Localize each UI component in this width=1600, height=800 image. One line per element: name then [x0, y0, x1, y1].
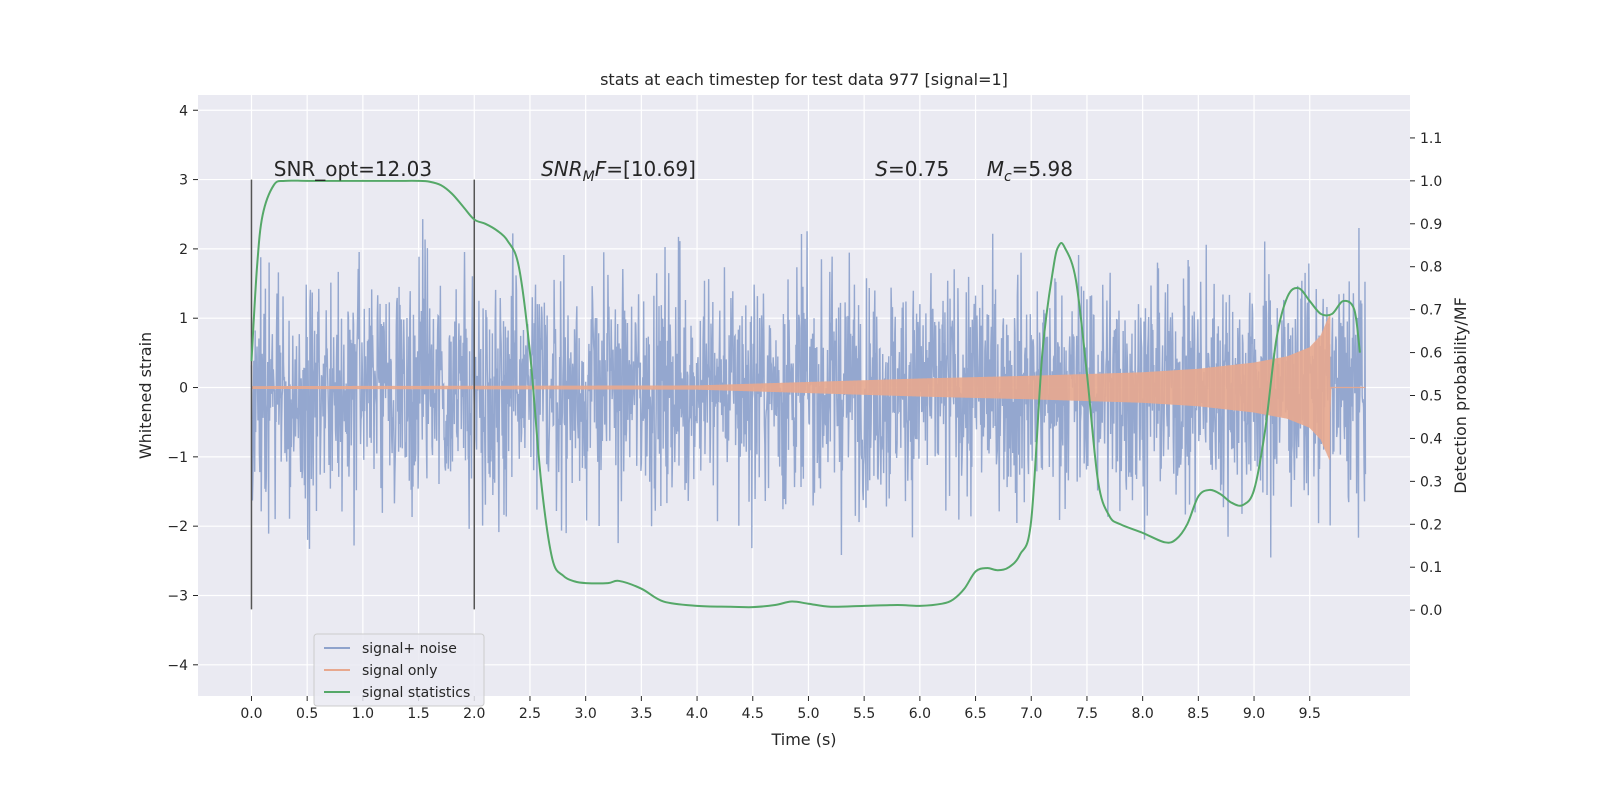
y-tick-label: 1	[179, 311, 188, 327]
x-tick-label: 2.5	[519, 706, 541, 722]
y2-tick-label: 0.3	[1420, 474, 1442, 490]
x-tick-label: 9.0	[1243, 706, 1265, 722]
x-tick-label: 6.0	[909, 706, 931, 722]
series-signal-statistics	[250, 179, 1361, 609]
legend-label: signal statistics	[362, 685, 470, 701]
annotation-text: S=0.75	[875, 157, 949, 181]
x-tick-label: 5.0	[797, 706, 819, 722]
y2-tick-label: 0.8	[1420, 260, 1442, 276]
x-tick-label: 7.5	[1076, 706, 1098, 722]
x-tick-label: 0.5	[296, 706, 318, 722]
legend: signal+ noise signal only signal statistic…	[313, 633, 485, 707]
y2-tick-label: 0.5	[1420, 389, 1442, 405]
y2-tick-label: 0.6	[1420, 346, 1442, 362]
x-tick-label: 4.5	[742, 706, 764, 722]
annotations: SNR_opt=12.03 SNRMF=[10.69] S=0.75 Mc=5.98	[274, 157, 1073, 185]
series-signal-only	[250, 314, 1366, 460]
legend-label: signal only	[362, 663, 437, 679]
y2-tick-label: 1.0	[1420, 174, 1442, 190]
y2-tick-label: 0.1	[1420, 560, 1442, 576]
x-axis-ticks: 0.0 0.5 1.0 1.5 2.0 2.5 3.0 3.5 4.0 4.5 5.0 5.5 6.0 6…	[240, 696, 1321, 722]
y2-tick-label: 0.9	[1420, 217, 1442, 233]
y2-axis-label: Detection probability/MF	[1451, 297, 1470, 494]
y2-axis-ticks: 0.0 0.1 0.2 0.3 0.4 0.5 0.6 0.7 0.8 0.9 1.0 1.1	[1410, 131, 1442, 619]
annotation-text: SNR_opt=12.03	[274, 157, 432, 181]
x-tick-label: 8.0	[1132, 706, 1154, 722]
y-tick-label: −1	[167, 450, 188, 466]
y-tick-label: 3	[179, 173, 188, 189]
y2-tick-label: 0.2	[1420, 517, 1442, 533]
annotation-text: SNRMF=[10.69]	[541, 157, 696, 185]
y-tick-label: 0	[179, 381, 188, 397]
x-tick-label: 1.0	[352, 706, 374, 722]
y2-tick-label: 0.7	[1420, 303, 1442, 319]
x-tick-label: 7.0	[1020, 706, 1042, 722]
annotation-text: Mc=5.98	[987, 157, 1073, 185]
y-tick-label: −4	[167, 658, 188, 674]
y-tick-label: 2	[179, 242, 188, 258]
legend-label: signal+ noise	[362, 641, 457, 657]
y-axis-label: Whitened strain	[136, 332, 155, 459]
x-tick-label: 3.5	[630, 706, 652, 722]
y2-tick-label: 0.4	[1420, 431, 1442, 447]
y-axis-ticks: −4 −3 −2 −1 0 1 2 3 4	[167, 103, 198, 674]
x-tick-label: 6.5	[964, 706, 986, 722]
y-tick-label: −3	[167, 588, 188, 604]
y-tick-label: −2	[167, 519, 188, 535]
x-tick-label: 3.0	[575, 706, 597, 722]
x-tick-label: 9.5	[1299, 706, 1321, 722]
x-tick-label: 1.5	[407, 706, 429, 722]
series-layer	[250, 179, 1367, 610]
x-tick-label: 8.5	[1187, 706, 1209, 722]
x-tick-label: 2.0	[463, 706, 485, 722]
x-tick-label: 0.0	[240, 706, 262, 722]
y2-tick-label: 0.0	[1420, 603, 1442, 619]
y-tick-label: 4	[179, 103, 188, 119]
x-axis-label: Time (s)	[770, 730, 836, 749]
x-tick-label: 4.0	[686, 706, 708, 722]
x-tick-label: 5.5	[853, 706, 875, 722]
legend-box	[313, 633, 485, 707]
chart-title: stats at each timestep for test data 977…	[600, 70, 1008, 89]
y2-tick-label: 1.1	[1420, 131, 1442, 147]
